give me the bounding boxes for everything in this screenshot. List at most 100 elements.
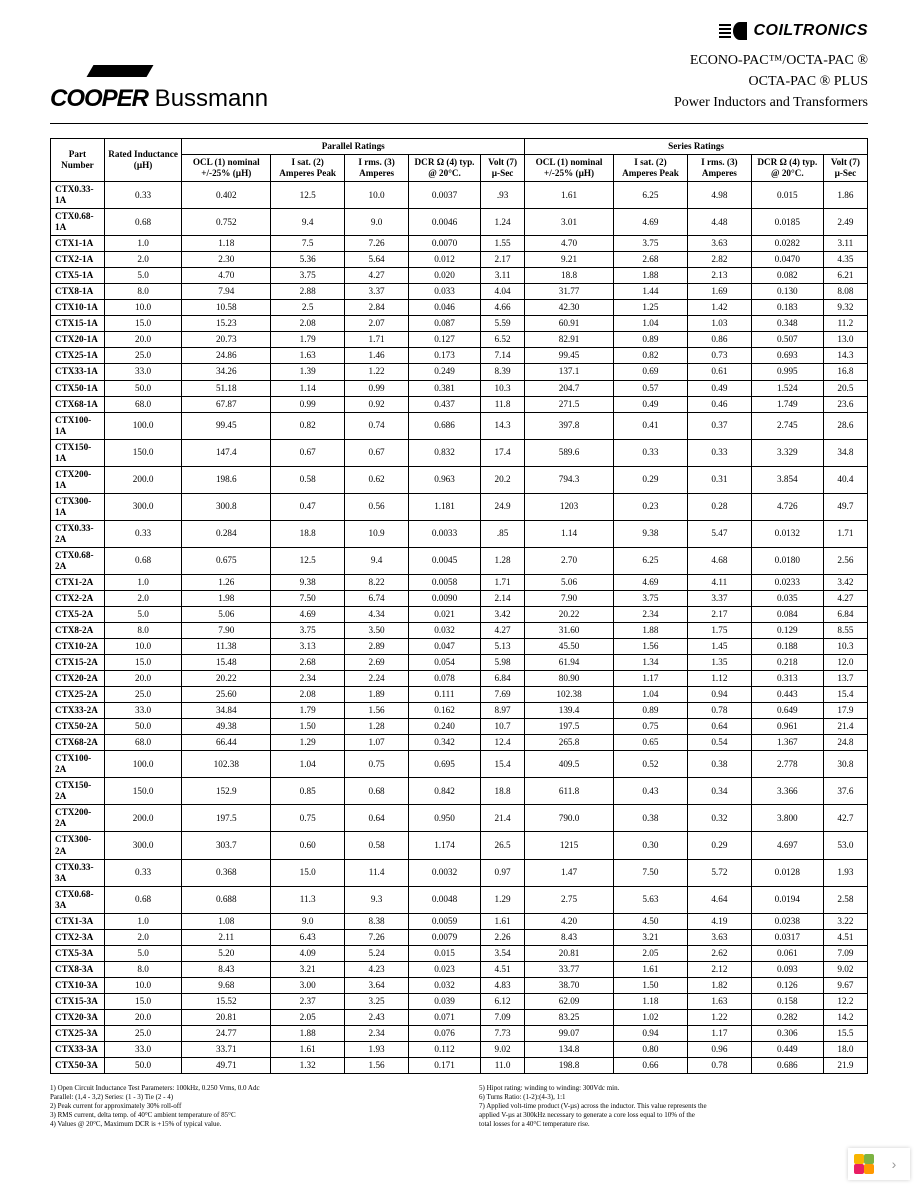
table-row: CTX33-3A33.033.711.611.930.1129.02134.80… xyxy=(51,1041,868,1057)
cell-value: 0.093 xyxy=(751,961,823,977)
cell-value: 0.0185 xyxy=(751,209,823,236)
cell-part-number: CTX33-2A xyxy=(51,703,105,719)
cell-value: 2.68 xyxy=(271,655,345,671)
cell-value: 0.071 xyxy=(409,1009,481,1025)
cell-value: 15.0 xyxy=(271,859,345,886)
table-row: CTX68-1A68.067.870.990.920.43711.8271.50… xyxy=(51,396,868,412)
cell-value: 2.69 xyxy=(345,655,409,671)
cell-value: 8.22 xyxy=(345,574,409,590)
cell-value: 5.20 xyxy=(182,945,271,961)
cell-value: 8.39 xyxy=(481,364,525,380)
cell-value: 1.75 xyxy=(687,623,751,639)
cell-value: 3.75 xyxy=(271,268,345,284)
cell-value: 589.6 xyxy=(525,439,614,466)
cell-value: 1.181 xyxy=(409,493,481,520)
cell-value: 0.94 xyxy=(613,1025,687,1041)
cell-value: 0.015 xyxy=(409,945,481,961)
cell-part-number: CTX68-2A xyxy=(51,735,105,751)
cell-value: 4.23 xyxy=(345,961,409,977)
cell-part-number: CTX20-3A xyxy=(51,1009,105,1025)
table-row: CTX50-2A50.049.381.501.280.24010.7197.50… xyxy=(51,719,868,735)
cell-value: 1.42 xyxy=(687,300,751,316)
cell-value: 0.306 xyxy=(751,1025,823,1041)
table-row: CTX300-2A300.0303.70.600.581.17426.51215… xyxy=(51,832,868,859)
cell-value: 0.0070 xyxy=(409,236,481,252)
cell-value: 790.0 xyxy=(525,805,614,832)
cell-value: 5.47 xyxy=(687,520,751,547)
cell-value: 1.71 xyxy=(345,332,409,348)
cell-value: 100.0 xyxy=(104,412,182,439)
cell-value: 0.046 xyxy=(409,300,481,316)
cell-value: 15.5 xyxy=(823,1025,867,1041)
cell-value: 5.63 xyxy=(613,886,687,913)
cell-part-number: CTX15-1A xyxy=(51,316,105,332)
cell-value: 99.45 xyxy=(182,412,271,439)
col-p-isat: I sat. (2) Amperes Peak xyxy=(271,155,345,182)
cell-value: 8.0 xyxy=(104,961,182,977)
cell-value: 0.686 xyxy=(751,1057,823,1073)
cell-value: 0.130 xyxy=(751,284,823,300)
cell-value: 20.81 xyxy=(525,945,614,961)
cell-value: 3.42 xyxy=(823,574,867,590)
group-header-row: Part Number Rated Inductance (µH) Parall… xyxy=(51,139,868,155)
cell-value: 66.44 xyxy=(182,735,271,751)
cell-value: 0.688 xyxy=(182,886,271,913)
cell-value: 4.51 xyxy=(481,961,525,977)
cell-value: 1.71 xyxy=(481,574,525,590)
cell-value: 11.38 xyxy=(182,639,271,655)
cell-part-number: CTX150-1A xyxy=(51,439,105,466)
cell-value: 33.0 xyxy=(104,703,182,719)
col-s-volt: Volt (7) µ-Sec xyxy=(823,155,867,182)
cell-value: 1.61 xyxy=(481,913,525,929)
footnote-line: 1) Open Circuit Inductance Test Paramete… xyxy=(50,1084,439,1093)
cell-value: 0.89 xyxy=(613,703,687,719)
cell-value: 0.449 xyxy=(751,1041,823,1057)
table-row: CTX0.33-3A0.330.36815.011.40.00320.971.4… xyxy=(51,859,868,886)
flower-icon[interactable] xyxy=(852,1152,876,1176)
cell-value: 1.63 xyxy=(271,348,345,364)
cell-value: 300.0 xyxy=(104,493,182,520)
cell-value: 1.79 xyxy=(271,332,345,348)
cell-value: 0.129 xyxy=(751,623,823,639)
cell-value: 1.50 xyxy=(271,719,345,735)
cell-value: 102.38 xyxy=(525,687,614,703)
coiltronics-mark-icon xyxy=(719,20,747,42)
cell-value: 11.0 xyxy=(481,1057,525,1073)
cell-value: 34.84 xyxy=(182,703,271,719)
cell-value: 6.84 xyxy=(823,607,867,623)
cell-value: 0.0046 xyxy=(409,209,481,236)
table-row: CTX50-3A50.049.711.321.560.17111.0198.80… xyxy=(51,1057,868,1073)
cell-value: 409.5 xyxy=(525,751,614,778)
cell-value: 0.0090 xyxy=(409,590,481,606)
footnotes-right: 5) Hipot rating: winding to winding: 300… xyxy=(479,1084,868,1129)
right-header: COILTRONICS ECONO-PAC™/OCTA-PAC ® OCTA-P… xyxy=(674,20,868,113)
cell-value: 0.0317 xyxy=(751,929,823,945)
cell-value: 1.749 xyxy=(751,396,823,412)
cell-value: 2.70 xyxy=(525,547,614,574)
cell-value: 3.854 xyxy=(751,466,823,493)
cell-value: 20.81 xyxy=(182,1009,271,1025)
col-part-number: Part Number xyxy=(51,139,105,182)
cell-value: 4.35 xyxy=(823,252,867,268)
cell-value: 1.17 xyxy=(613,671,687,687)
cell-value: 51.18 xyxy=(182,380,271,396)
table-row: CTX100-1A100.099.450.820.740.68614.3397.… xyxy=(51,412,868,439)
cell-value: 68.0 xyxy=(104,735,182,751)
cell-part-number: CTX2-2A xyxy=(51,590,105,606)
cell-value: 4.66 xyxy=(481,300,525,316)
cell-value: 80.90 xyxy=(525,671,614,687)
cell-value: 1.04 xyxy=(271,751,345,778)
cell-value: 42.7 xyxy=(823,805,867,832)
cell-value: 0.82 xyxy=(613,348,687,364)
cell-value: 8.38 xyxy=(345,913,409,929)
cell-value: 0.021 xyxy=(409,607,481,623)
next-page-button[interactable]: › xyxy=(882,1152,906,1176)
cell-part-number: CTX0.68-3A xyxy=(51,886,105,913)
cell-value: 0.49 xyxy=(613,396,687,412)
cell-value: 0.173 xyxy=(409,348,481,364)
cell-value: 3.21 xyxy=(271,961,345,977)
cell-value: 137.1 xyxy=(525,364,614,380)
cell-value: 2.24 xyxy=(345,671,409,687)
footnote-line: 2) Peak current for approximately 30% ro… xyxy=(50,1102,439,1111)
cell-value: 10.0 xyxy=(104,977,182,993)
